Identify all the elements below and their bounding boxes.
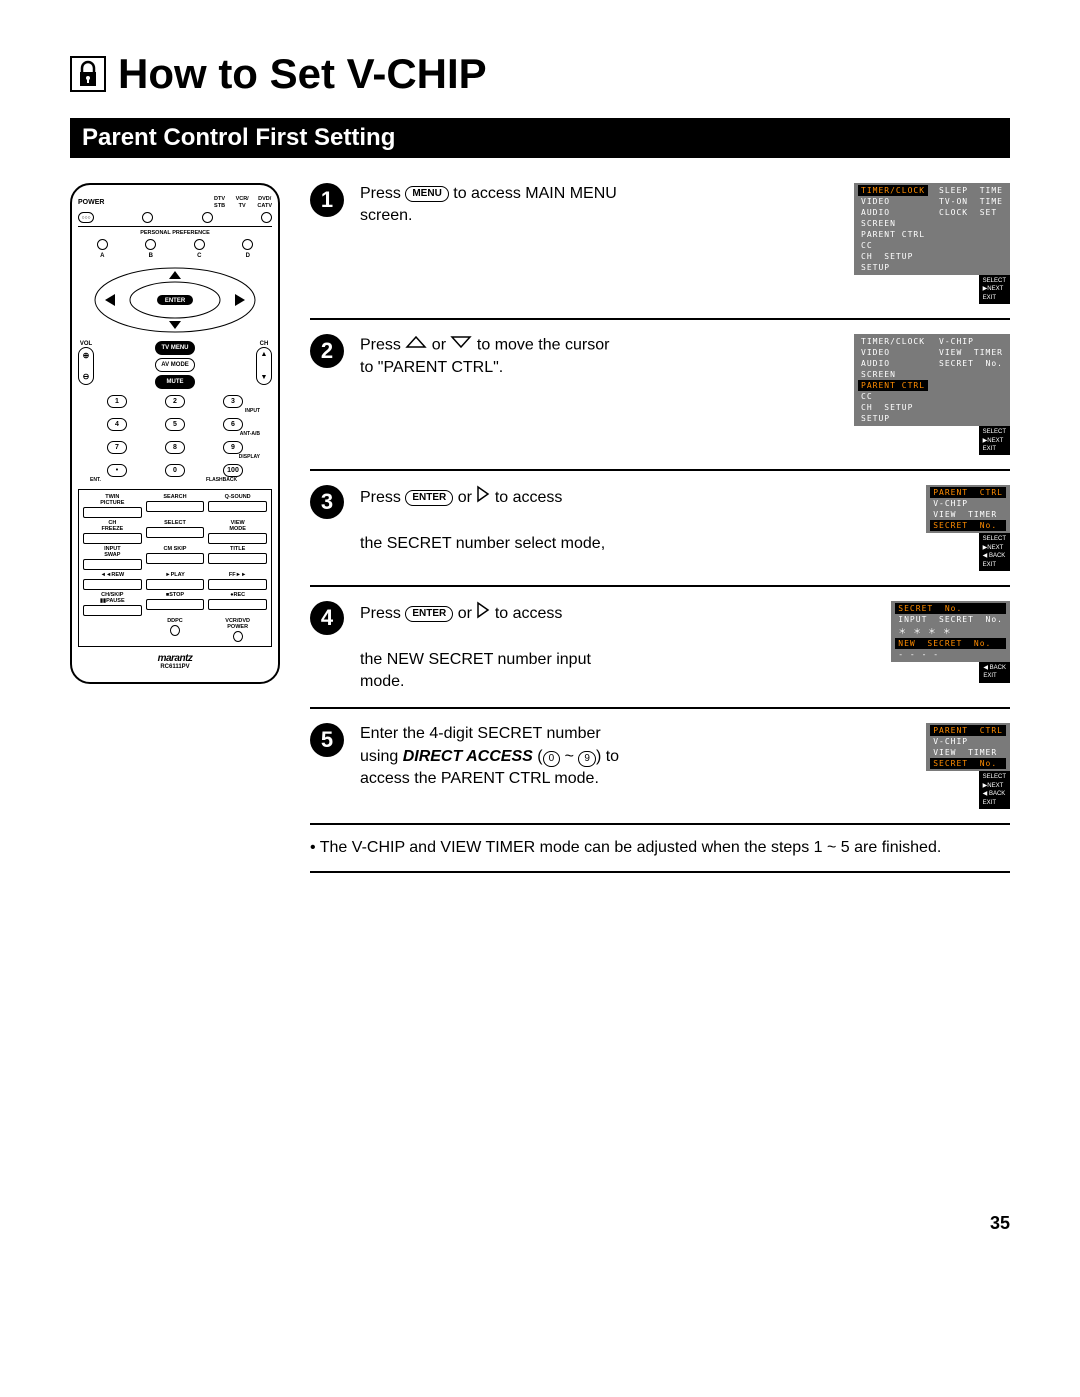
step-text: Press MENU to access MAIN MENU screen. bbox=[360, 183, 620, 228]
steps-column: 1 Press MENU to access MAIN MENU screen. T… bbox=[310, 183, 1010, 873]
mode-button bbox=[202, 212, 213, 223]
dtv-label: DTV bbox=[212, 196, 227, 202]
pref-d: D bbox=[246, 253, 250, 259]
tv-label: TV bbox=[235, 203, 250, 209]
stb-label: STB bbox=[212, 203, 227, 209]
step-1: 1 Press MENU to access MAIN MENU screen. T… bbox=[310, 183, 1010, 320]
num-2: 2 bbox=[165, 395, 185, 408]
step-text: Press or to move the cursor to "PARENT C… bbox=[360, 334, 620, 379]
pref-a: A bbox=[100, 253, 104, 259]
personal-pref-label: PERSONAL PREFERENCE bbox=[78, 230, 272, 236]
osd-screenshot: TIMER/CLOCKVIDEOAUDIOSCREENPARENT CTRLCC… bbox=[854, 183, 1010, 304]
vcr-label: VCR/ bbox=[235, 196, 250, 202]
osd-screenshot: PARENT CTRLV-CHIPVIEW TIMERSECRET No. SE… bbox=[926, 723, 1010, 809]
mode-button bbox=[261, 212, 272, 223]
osd-screenshot: TIMER/CLOCKVIDEOAUDIOSCREENPARENT CTRLCC… bbox=[854, 334, 1010, 455]
lock-icon bbox=[70, 56, 106, 92]
num-0: 0 bbox=[165, 464, 185, 477]
num-6: 6 bbox=[223, 418, 243, 431]
step-text: Enter the 4-digit SECRET number using DI… bbox=[360, 723, 620, 790]
page-number: 35 bbox=[70, 1213, 1010, 1234]
flashback-label: FLASHBACK bbox=[206, 477, 260, 483]
power-label: POWER bbox=[78, 199, 104, 206]
model-number: RC6111PV bbox=[78, 664, 272, 670]
step-text: Press ENTER or to accessthe SECRET numbe… bbox=[360, 485, 620, 555]
num-1: 1 bbox=[107, 395, 127, 408]
dvd-label: DVD/ bbox=[257, 196, 272, 202]
power-button: ○○○ bbox=[78, 212, 94, 223]
footnote: • The V-CHIP and VIEW TIMER mode can be … bbox=[310, 825, 1010, 873]
mode-button bbox=[142, 212, 153, 223]
ent-label: ENT. bbox=[90, 477, 144, 483]
step-number: 2 bbox=[310, 334, 344, 368]
brand-logo: marantz bbox=[78, 653, 272, 664]
pref-button bbox=[145, 239, 156, 250]
remote-illustration: POWER DTV VCR/ DVD/ STB TV CATV ○○○ PERS… bbox=[70, 183, 280, 873]
main-content: POWER DTV VCR/ DVD/ STB TV CATV ○○○ PERS… bbox=[70, 183, 1010, 873]
num-5: 5 bbox=[165, 418, 185, 431]
vol-rocker: ⊕⊖ bbox=[78, 347, 94, 385]
function-grid: TWINPICTURE SEARCH Q-SOUND CHFREEZE SELE… bbox=[78, 489, 272, 647]
step-3: 3 Press ENTER or to accessthe SECRET numb… bbox=[310, 471, 1010, 587]
ch-label: CH bbox=[256, 341, 272, 347]
display-label: DISPLAY bbox=[206, 454, 260, 460]
osd-screenshot: SECRET No.INPUT SECRET No.＊ ＊ ＊ ＊NEW SEC… bbox=[891, 601, 1010, 683]
tvmenu-button: TV MENU bbox=[155, 341, 195, 355]
num-4: 4 bbox=[107, 418, 127, 431]
num-7: 7 bbox=[107, 441, 127, 454]
catv-label: CATV bbox=[257, 203, 272, 209]
avmode-button: AV MODE bbox=[155, 358, 195, 372]
input-label: INPUT bbox=[206, 408, 260, 414]
section-header: Parent Control First Setting bbox=[70, 118, 1010, 158]
num-dot: • bbox=[107, 464, 127, 477]
vol-label: VOL bbox=[78, 341, 94, 347]
step-number: 5 bbox=[310, 723, 344, 757]
ch-rocker: ▲▼ bbox=[256, 347, 272, 385]
dpad: ENTER bbox=[78, 265, 272, 335]
step-number: 4 bbox=[310, 601, 344, 635]
num-8: 8 bbox=[165, 441, 185, 454]
number-pad: 1 2 3INPUT 4 5 6ANT-A/B 7 8 9DISPLAY •EN… bbox=[90, 395, 260, 483]
step-text: Press ENTER or to accessthe NEW SECRET n… bbox=[360, 601, 620, 694]
step-number: 3 bbox=[310, 485, 344, 519]
pref-c: C bbox=[197, 253, 201, 259]
step-4: 4 Press ENTER or to accessthe NEW SECRET … bbox=[310, 587, 1010, 710]
num-100: 100 bbox=[223, 464, 243, 477]
step-2: 2 Press or to move the cursor to "PARENT … bbox=[310, 320, 1010, 471]
page-title: How to Set V-CHIP bbox=[118, 50, 487, 98]
page-title-row: How to Set V-CHIP bbox=[70, 50, 1010, 98]
num-3: 3 bbox=[223, 395, 243, 408]
mute-button: MUTE bbox=[155, 375, 195, 389]
step-number: 1 bbox=[310, 183, 344, 217]
pref-button bbox=[194, 239, 205, 250]
num-9: 9 bbox=[223, 441, 243, 454]
pref-button bbox=[242, 239, 253, 250]
svg-text:ENTER: ENTER bbox=[165, 298, 186, 304]
anta-label: ANT-A/B bbox=[206, 431, 260, 437]
osd-screenshot: PARENT CTRLV-CHIPVIEW TIMERSECRET No. SE… bbox=[926, 485, 1010, 571]
pref-b: B bbox=[149, 253, 153, 259]
step-5: 5 Enter the 4-digit SECRET number using D… bbox=[310, 709, 1010, 825]
pref-button bbox=[97, 239, 108, 250]
